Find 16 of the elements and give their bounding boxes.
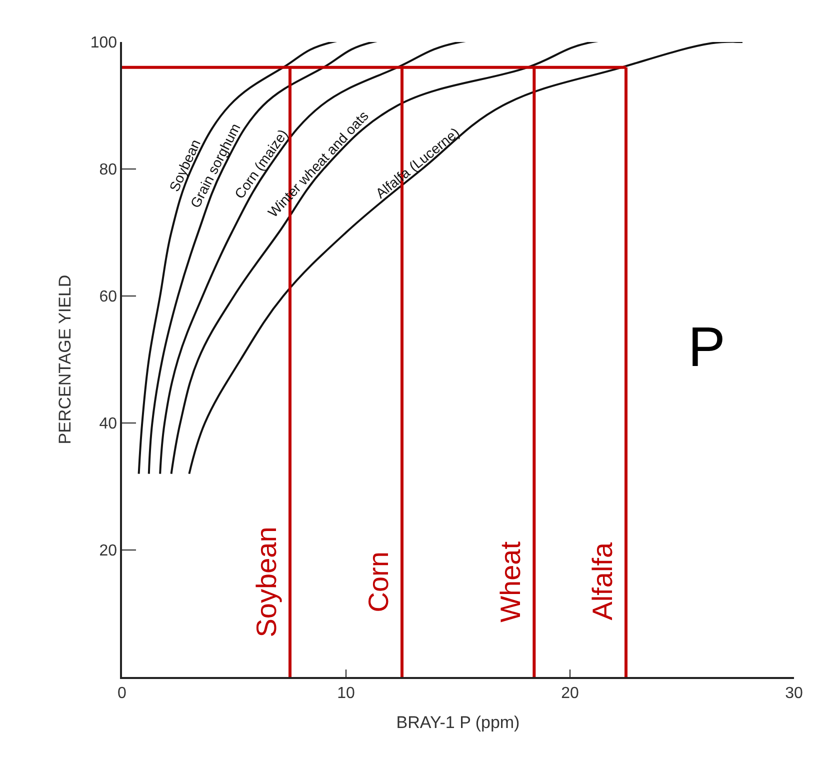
y-tick-label: 20 — [99, 542, 118, 560]
x-tick-label: 10 — [337, 684, 355, 702]
x-tick-label: 30 — [785, 684, 803, 702]
ref-line-label: Alfalfa — [586, 542, 618, 620]
x-tick-label: 0 — [118, 684, 127, 702]
y-axis-title: PERCENTAGE YIELD — [55, 274, 74, 444]
y-tick-label: 100 — [90, 34, 118, 52]
ref-line-label: Corn — [362, 552, 394, 612]
y-tick-label: 40 — [99, 416, 118, 433]
y-tick-label: 60 — [99, 288, 118, 306]
x-tick-label: 20 — [561, 684, 579, 702]
x-axis-title: BRAY-1 P (ppm) — [396, 712, 520, 732]
ref-line-label: Soybean — [250, 526, 282, 638]
annotation: P — [688, 315, 726, 378]
y-tick-label: 80 — [99, 162, 118, 179]
ref-line-label: Wheat — [494, 541, 526, 622]
